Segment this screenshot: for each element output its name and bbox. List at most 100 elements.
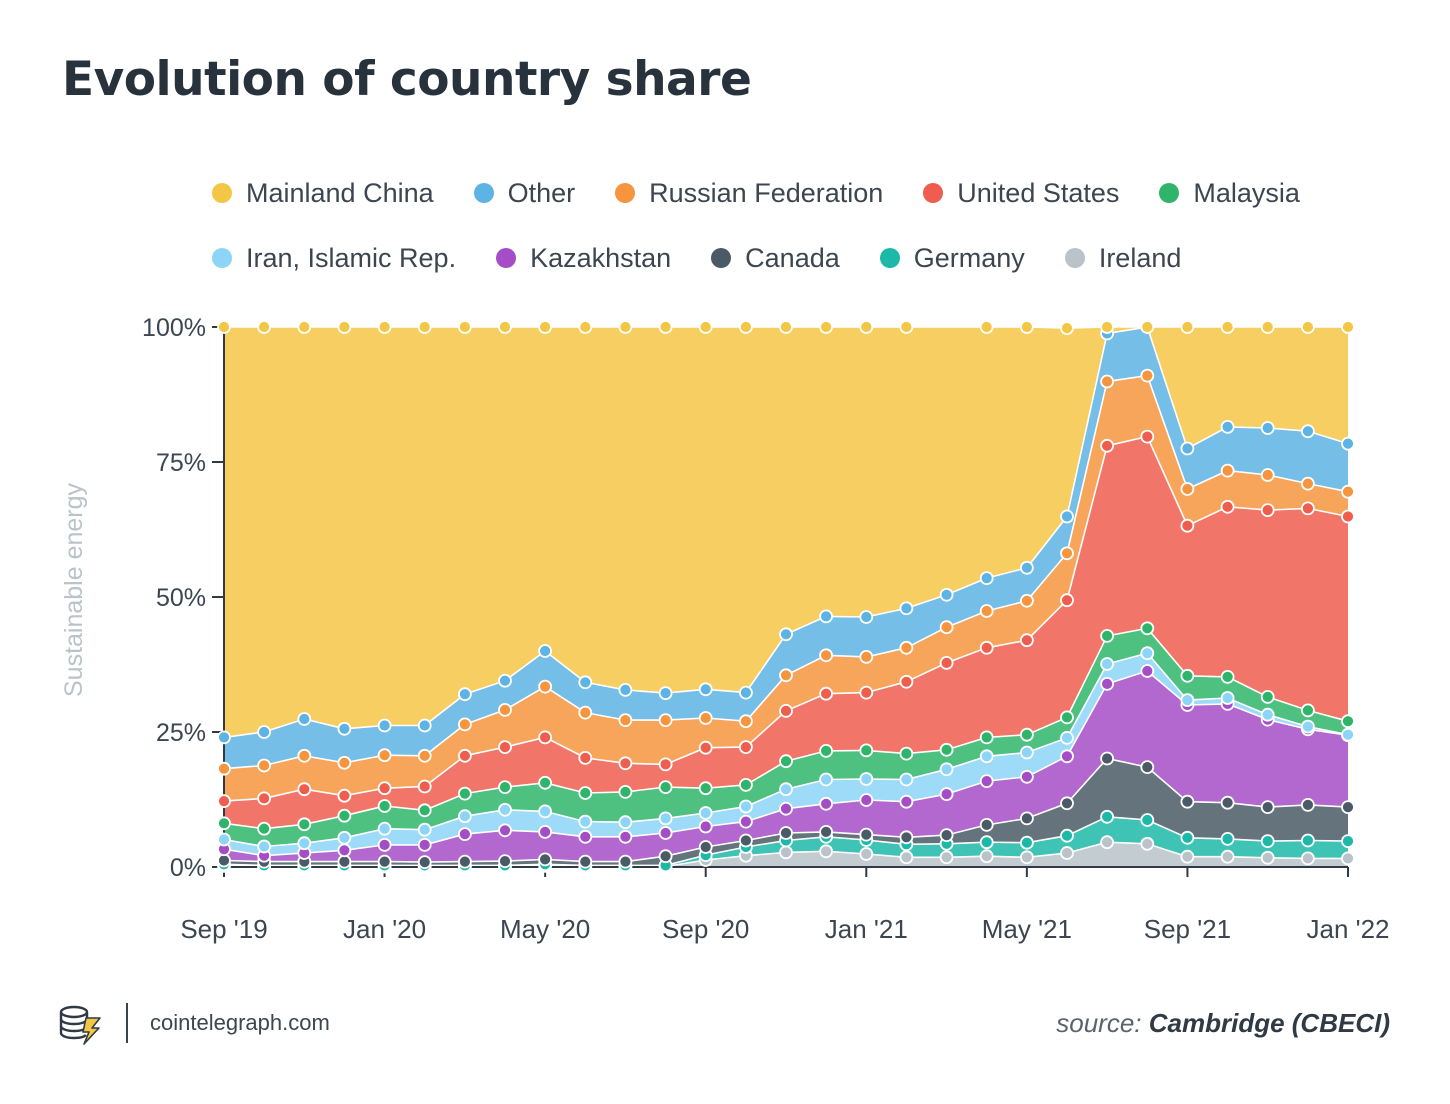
data-point[interactable] (939, 656, 954, 670)
data-point[interactable] (618, 320, 633, 334)
data-point[interactable] (337, 808, 352, 823)
data-point[interactable] (1140, 320, 1155, 334)
data-point[interactable] (1180, 668, 1195, 683)
data-point[interactable] (1301, 476, 1315, 491)
data-point[interactable] (1020, 811, 1034, 826)
data-point[interactable] (1060, 321, 1074, 336)
data-point[interactable] (1100, 677, 1114, 691)
data-point[interactable] (578, 320, 593, 334)
data-point[interactable] (1100, 809, 1114, 824)
data-point[interactable] (457, 786, 472, 801)
data-point[interactable] (899, 794, 914, 809)
data-point[interactable] (498, 823, 512, 838)
data-point[interactable] (417, 855, 432, 869)
data-point[interactable] (1301, 833, 1315, 848)
data-point[interactable] (297, 748, 312, 763)
data-point[interactable] (739, 685, 753, 700)
data-point[interactable] (217, 794, 231, 808)
data-point[interactable] (417, 320, 432, 334)
data-point[interactable] (939, 828, 954, 842)
data-point[interactable] (979, 835, 994, 850)
legend-item[interactable]: Malaysia (1159, 178, 1300, 209)
data-point[interactable] (779, 754, 793, 769)
data-point[interactable] (217, 832, 231, 847)
data-point[interactable] (979, 730, 994, 745)
data-point[interactable] (819, 825, 833, 839)
data-point[interactable] (1220, 419, 1235, 434)
data-point[interactable] (1341, 320, 1355, 334)
data-point[interactable] (819, 686, 833, 701)
data-point[interactable] (739, 320, 753, 334)
data-point[interactable] (498, 740, 512, 754)
data-point[interactable] (337, 830, 352, 845)
data-point[interactable] (1180, 482, 1195, 496)
data-point[interactable] (498, 780, 512, 794)
data-point[interactable] (1100, 438, 1114, 453)
data-point[interactable] (1100, 657, 1114, 671)
data-point[interactable] (457, 320, 472, 334)
data-point[interactable] (417, 822, 432, 837)
legend-item[interactable]: Mainland China (212, 178, 434, 209)
data-point[interactable] (618, 785, 633, 799)
data-point[interactable] (859, 610, 874, 624)
data-point[interactable] (1341, 484, 1355, 499)
data-point[interactable] (1301, 798, 1315, 812)
data-point[interactable] (217, 761, 231, 776)
data-point[interactable] (1020, 850, 1034, 865)
data-point[interactable] (337, 843, 352, 858)
data-point[interactable] (1260, 834, 1275, 848)
data-point[interactable] (1020, 835, 1034, 850)
data-point[interactable] (1301, 719, 1315, 734)
data-point[interactable] (618, 854, 633, 869)
data-point[interactable] (739, 778, 753, 792)
data-point[interactable] (979, 604, 994, 618)
data-point[interactable] (819, 648, 833, 663)
data-point[interactable] (377, 320, 392, 334)
data-point[interactable] (698, 840, 713, 854)
data-point[interactable] (1301, 320, 1315, 334)
data-point[interactable] (377, 821, 392, 836)
data-point[interactable] (538, 730, 552, 745)
data-point[interactable] (1260, 690, 1275, 704)
data-point[interactable] (578, 854, 593, 869)
data-point[interactable] (1060, 796, 1074, 811)
data-point[interactable] (1301, 501, 1315, 516)
data-point[interactable] (297, 782, 312, 797)
data-point[interactable] (899, 640, 914, 655)
data-point[interactable] (979, 849, 994, 864)
data-point[interactable] (1100, 374, 1114, 389)
data-point[interactable] (779, 826, 793, 840)
data-point[interactable] (377, 748, 392, 763)
data-point[interactable] (1220, 832, 1235, 846)
data-point[interactable] (739, 814, 753, 829)
data-point[interactable] (417, 803, 432, 818)
data-point[interactable] (779, 627, 793, 642)
data-point[interactable] (1140, 664, 1155, 678)
data-point[interactable] (1341, 800, 1355, 814)
data-point[interactable] (779, 320, 793, 334)
data-point[interactable] (337, 854, 352, 869)
data-point[interactable] (618, 713, 633, 727)
data-point[interactable] (658, 757, 673, 772)
data-point[interactable] (698, 682, 713, 697)
data-point[interactable] (578, 705, 593, 720)
data-point[interactable] (658, 849, 673, 864)
data-point[interactable] (859, 685, 874, 700)
data-point[interactable] (899, 746, 914, 761)
data-point[interactable] (257, 791, 272, 806)
data-point[interactable] (618, 829, 633, 844)
data-point[interactable] (939, 787, 954, 801)
data-point[interactable] (1341, 714, 1355, 729)
legend-item[interactable]: Other (473, 178, 575, 209)
data-point[interactable] (297, 817, 312, 832)
data-point[interactable] (1301, 424, 1315, 439)
data-point[interactable] (899, 601, 914, 616)
data-point[interactable] (739, 799, 753, 814)
data-point[interactable] (538, 644, 552, 658)
data-point[interactable] (859, 772, 874, 786)
data-point[interactable] (1140, 813, 1155, 827)
data-point[interactable] (538, 804, 552, 819)
data-point[interactable] (578, 675, 593, 690)
data-point[interactable] (1020, 633, 1034, 648)
data-point[interactable] (1140, 646, 1155, 661)
